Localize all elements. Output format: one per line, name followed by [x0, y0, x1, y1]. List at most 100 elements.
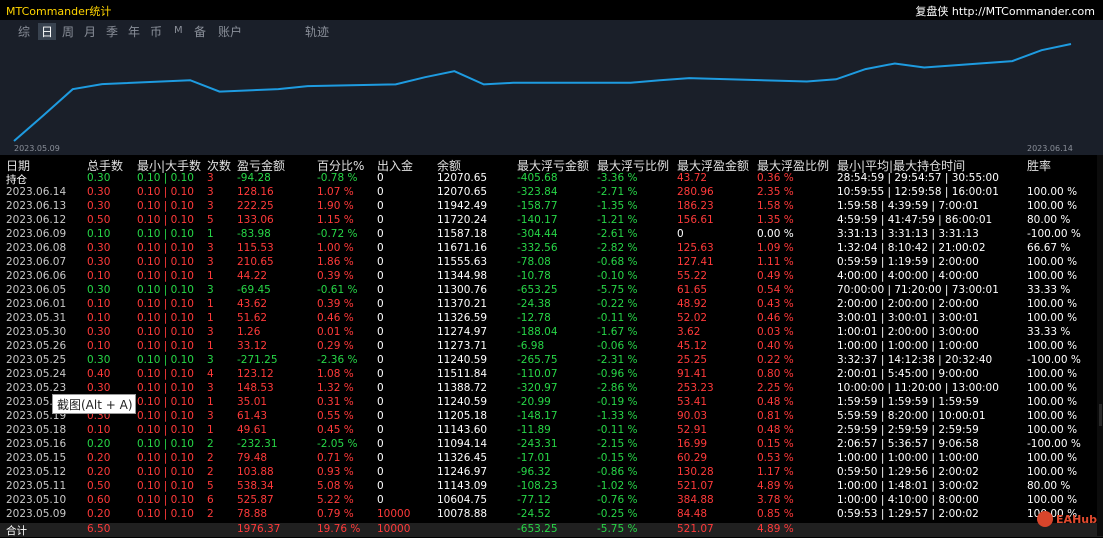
- cell-deposit-withdraw: 0: [377, 382, 384, 394]
- header-balance: 余额: [437, 159, 462, 173]
- cell-max-float-loss: -332.56: [517, 242, 558, 254]
- table-row-total[interactable]: 合计 6.50 1976.37 19.76 % 10000 -653.25 -5.75 % 5…: [0, 523, 1103, 537]
- chart-scrollbar[interactable]: [1097, 41, 1103, 155]
- table-row[interactable]: 2023.05.30 0.30 0.10 | 0.10 3 1.26 0.01 % 0 112…: [0, 326, 1103, 340]
- cell-win-rate: 100.00 %: [1027, 340, 1078, 352]
- table-scrollbar[interactable]: [1097, 155, 1103, 536]
- table-row[interactable]: 2023.05.09 0.20 0.10 | 0.10 2 78.88 0.79 % 100…: [0, 508, 1103, 522]
- cell-percent: -2.05 %: [317, 438, 358, 450]
- cell-max-float-loss-pct: -0.11 %: [597, 312, 638, 324]
- cell-balance: 11143.09: [437, 480, 488, 492]
- tab-currency[interactable]: 币: [150, 25, 163, 39]
- cell-max-float-profit-pct: 0.54 %: [757, 284, 794, 296]
- table-row[interactable]: 2023.05.16 0.20 0.10 | 0.10 2 -232.31 -2.05 %…: [0, 438, 1103, 452]
- table-row[interactable]: 2023.05.25 0.30 0.10 | 0.10 3 -271.25 -2.36 %…: [0, 354, 1103, 368]
- cell-balance: 11344.98: [437, 270, 488, 282]
- table-row[interactable]: 2023.05.15 0.20 0.10 | 0.10 2 79.48 0.71 % 0 11…: [0, 452, 1103, 466]
- table-row[interactable]: 2023.05.10 0.60 0.10 | 0.10 6 525.87 5.22 % 0 1…: [0, 494, 1103, 508]
- cell-max-float-profit-pct: 0.43 %: [757, 298, 794, 310]
- cell-percent: 0.46 %: [317, 312, 354, 324]
- table-row[interactable]: 2023.05.18 0.10 0.10 | 0.10 1 49.61 0.45 % 0 11…: [0, 424, 1103, 438]
- cell-min-max-lots: 0.10 | 0.10: [137, 284, 194, 296]
- cell-max-float-profit: 3.62: [677, 326, 701, 338]
- cell-total-lots: 0.20: [87, 452, 111, 464]
- cell-percent: -0.78 %: [317, 172, 358, 184]
- cell-max-float-profit-pct: 4.89 %: [757, 523, 794, 535]
- table-row[interactable]: 2023.06.14 0.30 0.10 | 0.10 3 128.16 1.07 % 0 1…: [0, 186, 1103, 200]
- tab-magic[interactable]: M: [174, 25, 183, 36]
- cell-hold-time: 1:00:00 | 1:00:00 | 1:00:00: [837, 340, 979, 352]
- table-row[interactable]: 2023.06.13 0.30 0.10 | 0.10 3 222.25 1.90 % 0 1…: [0, 200, 1103, 214]
- cell-percent: 1.15 %: [317, 214, 354, 226]
- table-row[interactable]: 2023.06.09 0.10 0.10 | 0.10 1 -83.98 -0.72 % 0…: [0, 228, 1103, 242]
- cell-profit-amount: 128.16: [237, 186, 274, 198]
- cell-date: 2023.05.24: [6, 368, 67, 380]
- cell-hold-time: 0:59:59 | 1:19:59 | 2:00:00: [837, 256, 979, 268]
- cell-max-float-loss-pct: -0.22 %: [597, 298, 638, 310]
- cell-total-lots: 0.10: [87, 424, 111, 436]
- cell-win-rate: 100.00 %: [1027, 256, 1078, 268]
- table-row[interactable]: 2023.06.07 0.30 0.10 | 0.10 3 210.65 1.86 % 0 1…: [0, 256, 1103, 270]
- cell-max-float-loss-pct: -3.36 %: [597, 172, 638, 184]
- tab-month[interactable]: 月: [84, 25, 97, 39]
- cell-max-float-loss: -405.68: [517, 172, 558, 184]
- cell-win-rate: 100.00 %: [1027, 186, 1078, 198]
- cell-profit-amount: 33.12: [237, 340, 268, 352]
- cell-win-rate: 100.00 %: [1027, 368, 1078, 380]
- cell-profit-amount: 525.87: [237, 494, 274, 506]
- table-row[interactable]: 2023.05.26 0.10 0.10 | 0.10 1 33.12 0.29 % 0 11…: [0, 340, 1103, 354]
- table-row[interactable]: 2023.06.01 0.10 0.10 | 0.10 1 43.62 0.39 % 0 11…: [0, 298, 1103, 312]
- cell-win-rate: 100.00 %: [1027, 312, 1078, 324]
- table-row[interactable]: 2023.06.12 0.50 0.10 | 0.10 5 133.06 1.15 % 0 1…: [0, 214, 1103, 228]
- table-row[interactable]: 2023.05.12 0.20 0.10 | 0.10 2 103.88 0.93 % 0 1…: [0, 466, 1103, 480]
- cell-balance: 12070.65: [437, 186, 488, 198]
- cell-total-lots: 0.10: [87, 312, 111, 324]
- cell-deposit-withdraw: 0: [377, 172, 384, 184]
- cell-profit-amount: 35.01: [237, 396, 268, 408]
- table-row[interactable]: 2023.06.06 0.10 0.10 | 0.10 1 44.22 0.39 % 0 11…: [0, 270, 1103, 284]
- cell-hold-time: 10:00:00 | 11:20:00 | 13:00:00: [837, 382, 999, 394]
- cell-total-lots: 0.40: [87, 368, 111, 380]
- cell-percent: 0.79 %: [317, 508, 354, 520]
- tab-week[interactable]: 周: [62, 25, 75, 39]
- table-row[interactable]: 2023.05.19 0.30 0.10 | 0.10 3 61.43 0.55 % 0 11…: [0, 410, 1103, 424]
- table-scrollbar-thumb[interactable]: [1099, 404, 1102, 426]
- cell-max-float-profit-pct: 0.15 %: [757, 438, 794, 450]
- cell-count: 3: [207, 256, 214, 268]
- cell-percent: 1.07 %: [317, 186, 354, 198]
- table-row[interactable]: 2023.05.11 0.50 0.10 | 0.10 5 538.34 5.08 % 0 1…: [0, 480, 1103, 494]
- cell-win-rate: 80.00 %: [1027, 480, 1071, 492]
- cell-balance: 11326.45: [437, 452, 488, 464]
- table-row[interactable]: 2023.05.23 0.30 0.10 | 0.10 3 148.53 1.32 % 0 1…: [0, 382, 1103, 396]
- brand-link[interactable]: 复盘侠 http://MTCommander.com: [915, 5, 1095, 18]
- cell-total-lots: 0.30: [87, 200, 111, 212]
- tab-notes[interactable]: 备: [194, 25, 207, 39]
- cell-total-lots: 0.30: [87, 354, 111, 366]
- balance-line: [13, 43, 1072, 142]
- cell-percent: 1.00 %: [317, 242, 354, 254]
- tab-year[interactable]: 年: [128, 25, 141, 39]
- cell-max-float-loss: -10.78: [517, 270, 551, 282]
- cell-max-float-loss: -12.78: [517, 312, 551, 324]
- table-row[interactable]: 2023.06.05 0.30 0.10 | 0.10 3 -69.45 -0.61 % 0…: [0, 284, 1103, 298]
- header-max-float-profit-pct: 最大浮盈比例: [757, 159, 830, 173]
- table-row[interactable]: 2023.05.24 0.40 0.10 | 0.10 4 123.12 1.08 % 0 1…: [0, 368, 1103, 382]
- table-row[interactable]: 2023.06.08 0.30 0.10 | 0.10 3 115.53 1.00 % 0 1…: [0, 242, 1103, 256]
- tab-account[interactable]: 账户: [218, 25, 243, 39]
- cell-max-float-loss-pct: -0.96 %: [597, 368, 638, 380]
- tab-summary[interactable]: 综: [18, 25, 31, 39]
- cell-min-max-lots: 0.10 | 0.10: [137, 424, 194, 436]
- cell-total-lots: 0.10: [87, 340, 111, 352]
- cell-total-lots: 0.20: [87, 466, 111, 478]
- cell-count: 1: [207, 298, 214, 310]
- cell-max-float-loss: -265.75: [517, 354, 558, 366]
- table-row-open-positions[interactable]: 持仓 0.30 0.10 | 0.10 3 -94.28 -0.78 % 0 12070.65…: [0, 172, 1103, 186]
- cell-max-float-loss-pct: -0.06 %: [597, 340, 638, 352]
- tab-quarter[interactable]: 季: [106, 25, 119, 39]
- tab-day[interactable]: 日: [38, 23, 57, 40]
- cell-count: 5: [207, 480, 214, 492]
- table-row[interactable]: 2023.05.31 0.10 0.10 | 0.10 1 51.62 0.46 % 0 11…: [0, 312, 1103, 326]
- tab-trajectory[interactable]: 轨迹: [305, 25, 330, 39]
- cell-max-float-profit-pct: 0.81 %: [757, 410, 794, 422]
